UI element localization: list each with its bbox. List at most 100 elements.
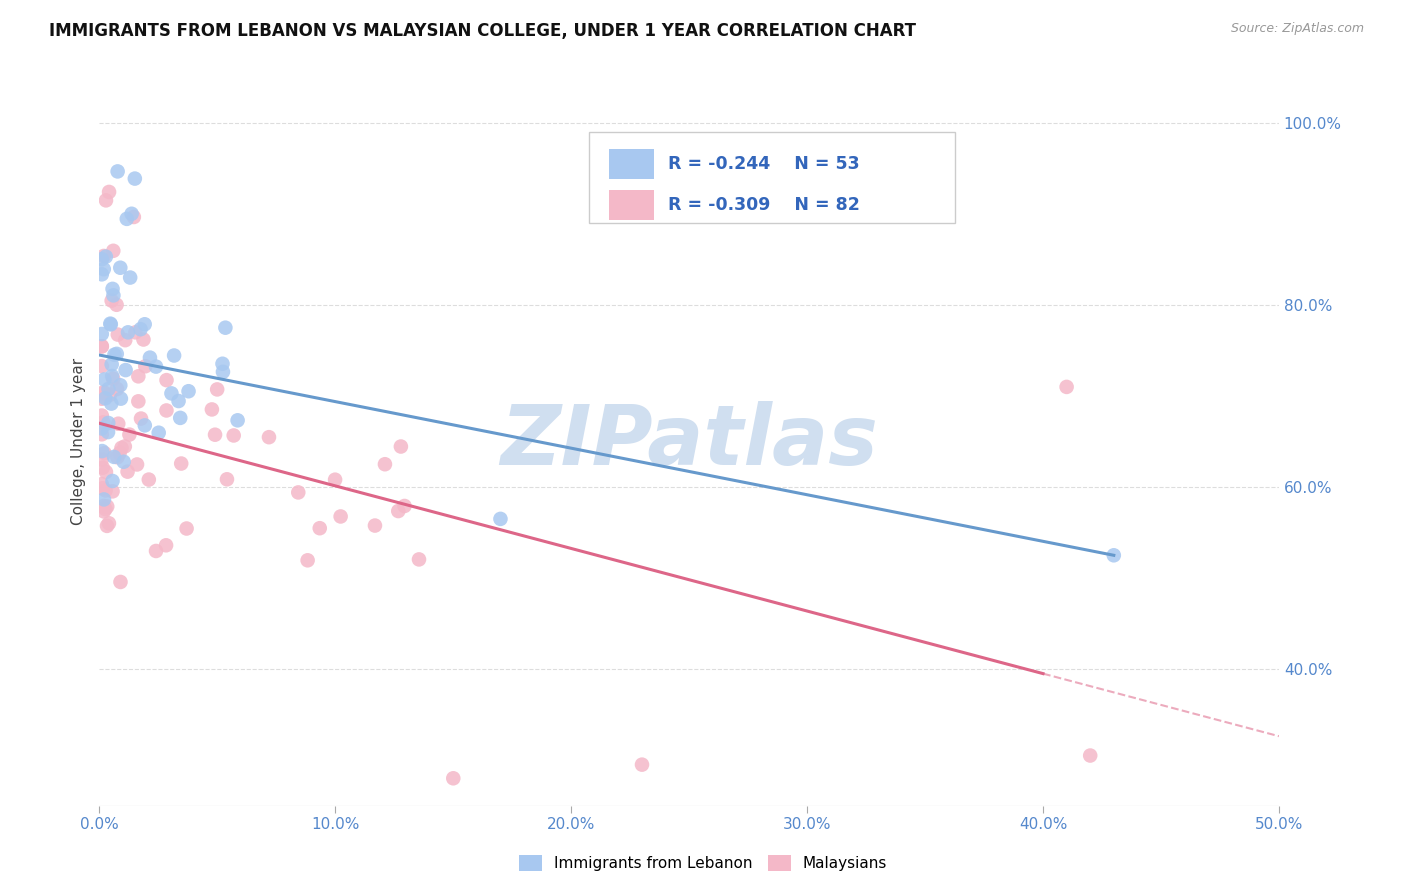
Point bbox=[163, 349, 186, 363]
Point bbox=[98, 317, 121, 331]
Point bbox=[139, 351, 162, 365]
Point bbox=[127, 369, 149, 384]
Point bbox=[100, 293, 122, 308]
Point bbox=[110, 378, 132, 392]
Point bbox=[98, 185, 121, 199]
Point bbox=[257, 430, 280, 444]
Point bbox=[90, 427, 112, 442]
Point bbox=[101, 282, 124, 296]
Point bbox=[91, 481, 114, 495]
Point bbox=[103, 348, 125, 362]
Point bbox=[94, 483, 117, 498]
Point bbox=[107, 417, 129, 431]
Bar bbox=[609, 190, 654, 220]
Point bbox=[215, 472, 238, 486]
Point bbox=[90, 339, 112, 353]
Point bbox=[90, 252, 112, 267]
Point bbox=[93, 372, 115, 386]
Point bbox=[127, 394, 149, 409]
Point bbox=[105, 298, 128, 312]
Point bbox=[287, 485, 309, 500]
Point bbox=[387, 504, 409, 518]
Point bbox=[110, 574, 132, 589]
Point bbox=[148, 425, 170, 440]
Point bbox=[155, 373, 177, 387]
Point bbox=[124, 326, 146, 340]
Point bbox=[94, 391, 117, 405]
Point bbox=[101, 484, 124, 499]
Point bbox=[145, 359, 167, 374]
Point bbox=[93, 504, 115, 518]
Point bbox=[323, 473, 346, 487]
Point bbox=[205, 383, 228, 397]
Point bbox=[121, 207, 143, 221]
Point bbox=[124, 171, 146, 186]
Point bbox=[129, 322, 152, 336]
Point bbox=[101, 369, 124, 384]
Point bbox=[103, 244, 125, 258]
Point bbox=[308, 521, 330, 535]
Point bbox=[169, 410, 191, 425]
Point bbox=[226, 413, 249, 427]
Point bbox=[100, 396, 122, 410]
Point bbox=[117, 326, 139, 340]
Point bbox=[138, 473, 160, 487]
Point bbox=[93, 492, 115, 507]
Point bbox=[90, 392, 112, 406]
Point bbox=[1078, 748, 1101, 763]
Point bbox=[297, 553, 319, 567]
Point bbox=[374, 457, 396, 471]
Point bbox=[110, 392, 132, 406]
Point bbox=[394, 499, 416, 513]
Point bbox=[100, 318, 122, 332]
Point bbox=[101, 372, 124, 386]
Point bbox=[105, 347, 128, 361]
Point bbox=[364, 518, 387, 533]
Point bbox=[1102, 549, 1125, 563]
Point bbox=[145, 544, 167, 558]
Point bbox=[97, 416, 120, 430]
Point bbox=[122, 210, 145, 224]
Text: Source: ZipAtlas.com: Source: ZipAtlas.com bbox=[1230, 22, 1364, 36]
Point bbox=[93, 499, 115, 513]
Point bbox=[114, 363, 136, 377]
Point bbox=[90, 409, 112, 423]
Point bbox=[1056, 380, 1078, 394]
Point bbox=[90, 421, 112, 435]
Point bbox=[489, 512, 512, 526]
Point bbox=[90, 339, 112, 353]
Point bbox=[94, 194, 117, 208]
Point bbox=[97, 425, 120, 439]
Point bbox=[96, 519, 118, 533]
Point bbox=[176, 522, 198, 536]
Point bbox=[107, 327, 129, 342]
Point bbox=[91, 444, 114, 458]
Point bbox=[96, 500, 118, 514]
Point bbox=[98, 388, 121, 402]
Point bbox=[108, 446, 131, 460]
Point bbox=[110, 260, 132, 275]
Point bbox=[132, 333, 155, 347]
Point bbox=[408, 552, 430, 566]
Point bbox=[100, 357, 122, 371]
Point bbox=[118, 427, 141, 442]
Text: IMMIGRANTS FROM LEBANON VS MALAYSIAN COLLEGE, UNDER 1 YEAR CORRELATION CHART: IMMIGRANTS FROM LEBANON VS MALAYSIAN COL… bbox=[49, 22, 917, 40]
Legend: Immigrants from Lebanon, Malaysians: Immigrants from Lebanon, Malaysians bbox=[513, 849, 893, 877]
Point bbox=[631, 757, 654, 772]
Point bbox=[94, 250, 117, 264]
Point bbox=[90, 268, 112, 282]
Point bbox=[93, 262, 115, 277]
Point bbox=[134, 318, 156, 332]
Point bbox=[93, 446, 115, 460]
Point bbox=[105, 382, 128, 396]
Point bbox=[117, 465, 139, 479]
Point bbox=[91, 386, 114, 401]
Point bbox=[214, 320, 236, 334]
Point bbox=[170, 457, 193, 471]
Point bbox=[94, 465, 117, 479]
Point bbox=[222, 428, 245, 442]
Bar bbox=[609, 149, 654, 179]
Point bbox=[114, 439, 136, 453]
Point bbox=[97, 382, 120, 396]
Point bbox=[120, 270, 142, 285]
